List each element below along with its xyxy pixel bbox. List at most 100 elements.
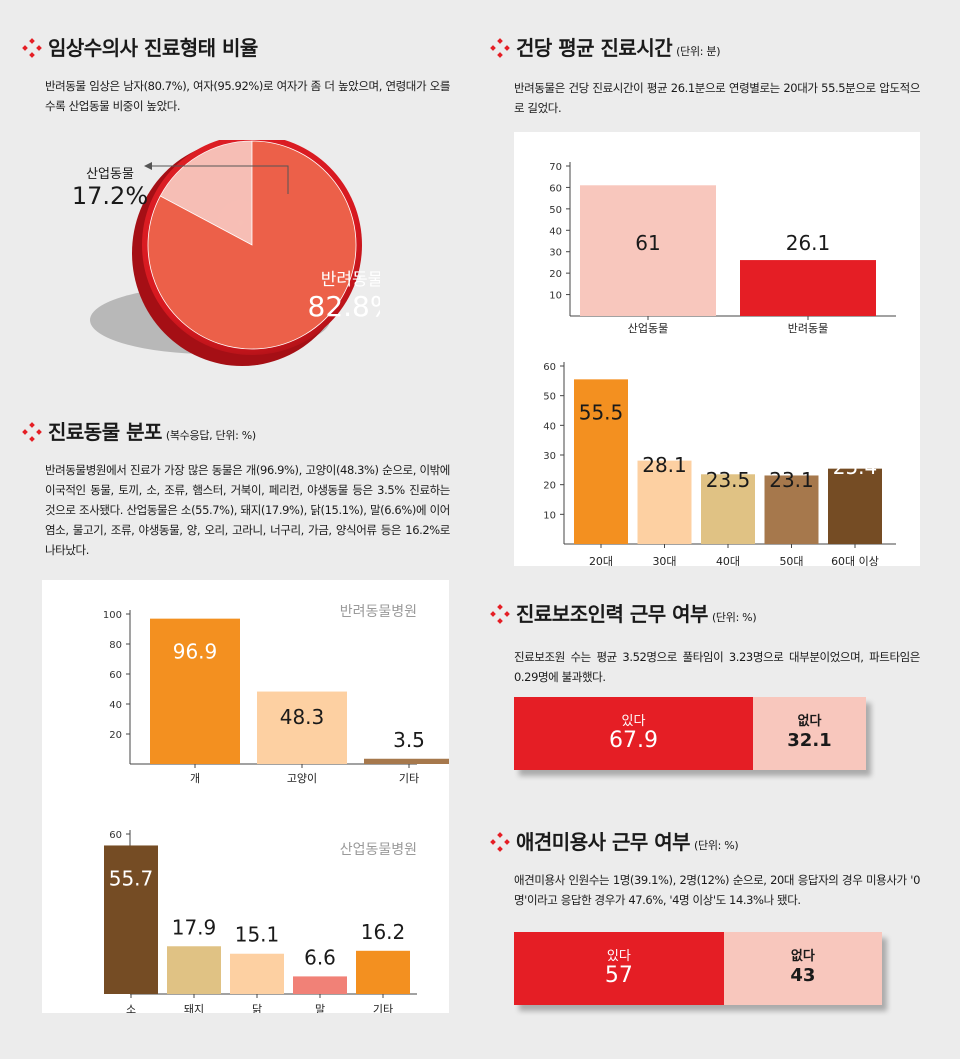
- data-label: 61: [635, 231, 660, 255]
- bar-segment-label: 없다: [797, 714, 822, 729]
- bar-segment-label: 있다: [621, 714, 646, 729]
- bar-2: [167, 946, 221, 994]
- y-tick-label: 30: [543, 451, 556, 462]
- data-label: 23.5: [706, 468, 751, 492]
- bar-4: [764, 475, 819, 544]
- diamond-bullet-icon: [490, 604, 510, 624]
- y-tick-label: 70: [549, 162, 562, 173]
- y-tick-label: 20: [543, 481, 556, 492]
- data-label: 28.1: [642, 453, 687, 477]
- x-category-label: 닭: [252, 1003, 262, 1013]
- y-tick-label: 60: [543, 362, 556, 373]
- y-tick-label: 10: [549, 291, 562, 302]
- diamond-bullet-icon: [490, 38, 510, 58]
- pie-callout-arrowhead: [144, 162, 152, 170]
- section-title-time: 건당 평균 진료시간 (단위: 분): [490, 32, 720, 61]
- data-label: 6.6: [304, 945, 336, 969]
- x-category-label: 50대: [779, 555, 803, 566]
- pie-label-livestock-name: 산업동물: [86, 167, 134, 182]
- y-tick-label: 20: [109, 730, 122, 741]
- diamond-bullet-icon: [22, 38, 42, 58]
- section-unit-text: (단위: %): [694, 839, 739, 852]
- bar-segment-value: 67.9: [609, 728, 658, 753]
- bar-5: [356, 950, 410, 994]
- bar-segment-label: 없다: [790, 949, 815, 964]
- data-label: 17.9: [172, 915, 217, 939]
- bar-1: [580, 185, 716, 316]
- bar-1: [574, 379, 628, 544]
- bar-2: [740, 260, 876, 316]
- time-panel: 10 20 30 40 50 60 70 산업동물 61 반려동물 26.1 10 20 30 40 50 6…: [514, 132, 920, 566]
- x-category-label: 30대: [652, 555, 676, 566]
- bar-3: [364, 758, 449, 764]
- section-title-text: 건당 평균 진료시간: [516, 36, 673, 60]
- bar-segment-no: 없다 43: [723, 932, 882, 1005]
- y-tick-label: 50: [549, 205, 562, 216]
- bar-2: [637, 460, 692, 544]
- x-category-label: 산업동물: [628, 322, 668, 335]
- bar-segment-value: 43: [790, 965, 816, 986]
- x-category-label: 40대: [716, 555, 740, 566]
- data-label: 96.9: [173, 640, 218, 664]
- y-tick-label: 60: [109, 670, 122, 681]
- section-unit-text: (단위: 분): [676, 45, 721, 58]
- pie-label-livestock-value: 17.2%: [72, 182, 148, 210]
- chart-title: 산업동물병원: [340, 842, 417, 858]
- bar-3: [230, 953, 284, 994]
- bar-segment-value: 32.1: [787, 730, 832, 751]
- section-desc-groomer: 애견미용사 인원수는 1명(39.1%), 2명(12%) 순으로, 20대 응…: [514, 873, 920, 907]
- data-label: 25.4: [833, 455, 878, 479]
- section-unit-text: (복수응답, 단위: %): [165, 429, 256, 442]
- x-category-label: 소: [126, 1003, 136, 1013]
- bar-chart-livestock-hospital: 산업동물병원 102030405060소55.7돼지17.9닭15.1말6.6기…: [104, 830, 417, 1013]
- section-title-text: 진료동물 분포: [48, 420, 162, 444]
- bar-segment-value: 57: [604, 963, 633, 988]
- data-label: 26.1: [786, 231, 831, 255]
- bar-4: [293, 976, 347, 994]
- bar-chart-time-by-age: 10 20 30 40 50 60 20대 55.5 30대 28.1 40대 23.5 50대 23.1…: [543, 362, 896, 566]
- x-category-label: 20대: [589, 555, 613, 566]
- y-tick-label: 100: [103, 610, 122, 621]
- y-tick-label: 80: [109, 640, 122, 651]
- x-category-label: 개: [190, 772, 200, 785]
- section-desc-time: 반려동물은 건당 진료시간이 평균 26.1분으로 연령별로는 20대가 55.…: [514, 81, 920, 115]
- x-category-label: 고양이: [287, 772, 317, 785]
- pie-slice-companion: [147, 140, 357, 350]
- y-tick-label: 30: [549, 248, 562, 259]
- animals-panel: 반려동물병원 20 40 60 80 100 개 96.9 고양이 48.3 기타 3.5 산업동물…: [42, 580, 449, 1013]
- data-label: 3.5: [393, 728, 425, 752]
- x-category-label: 말: [315, 1003, 325, 1013]
- diamond-bullet-icon: [490, 832, 510, 852]
- x-category-label: 기타: [373, 1003, 393, 1013]
- y-tick-label: 50: [543, 392, 556, 403]
- section-desc-treatment: 반려동물 임상은 남자(80.7%), 여자(95.92%)로 여자가 좀 더 …: [45, 79, 450, 113]
- bar-segment-no: 없다 32.1: [753, 697, 866, 770]
- section-desc-assistant: 진료보조원 수는 평균 3.52명으로 풀타임이 3.23명으로 대부분이었으며…: [514, 650, 920, 684]
- section-title-assistant: 진료보조인력 근무 여부 (단위: %): [490, 598, 757, 627]
- bar-chart-companion-hospital: 반려동물병원 20 40 60 80 100 개 96.9 고양이 48.3 기타 3.5: [103, 604, 449, 785]
- pie-label-companion-value: 82.8%: [308, 290, 380, 323]
- x-category-label: 기타: [399, 772, 419, 785]
- pie-chart-treatment: 반려동물 82.8% 산업동물 17.2%: [72, 140, 380, 366]
- y-tick-label: 60: [549, 183, 562, 194]
- pie-label-companion-name: 반려동물: [321, 270, 380, 290]
- data-label: 55.5: [579, 400, 624, 424]
- bar-chart-time-by-type: 10 20 30 40 50 60 70 산업동물 61 반려동물 26.1: [549, 162, 896, 335]
- x-category-label: 60대 이상: [831, 555, 879, 566]
- x-category-label: 반려동물: [788, 322, 828, 335]
- bar-1: [104, 845, 158, 994]
- y-tick-label: 20: [549, 269, 562, 280]
- bar-1: [150, 618, 240, 764]
- pie-slice-livestock: [159, 140, 253, 246]
- bar-2: [257, 691, 347, 764]
- section-unit-text: (단위: %): [711, 611, 757, 624]
- data-label: 16.2: [361, 920, 406, 944]
- data-label: 23.1: [769, 468, 814, 492]
- y-tick-label: 60: [109, 830, 122, 841]
- section-title-groomer: 애견미용사 근무 여부 (단위: %): [490, 826, 739, 855]
- bar-segment-label: 있다: [606, 949, 631, 964]
- y-tick-label: 40: [543, 421, 556, 432]
- stacked-bar-assistant: 있다 67.9 없다 32.1: [514, 697, 866, 770]
- section-title-text: 진료보조인력 근무 여부: [516, 602, 708, 626]
- section-title-text: 애견미용사 근무 여부: [516, 830, 691, 854]
